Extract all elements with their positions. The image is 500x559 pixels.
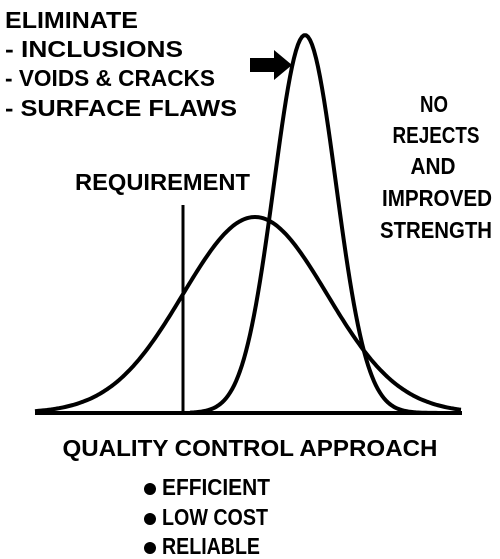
footer-bullet: RELIABLE [162, 533, 260, 559]
bullet [144, 483, 156, 495]
wide-distribution [34, 215, 462, 414]
left-item: - INCLUSIONS [5, 36, 183, 62]
arrow [250, 50, 292, 80]
footer-bullet: LOW COST [162, 504, 268, 530]
left-item: - VOIDS & CRACKS [5, 65, 215, 91]
bullet [144, 513, 156, 525]
left-title: ELIMINATE [5, 7, 138, 33]
bullet [144, 542, 156, 554]
narrow-distribution [189, 33, 440, 415]
footer-bullet: EFFICIENT [162, 474, 270, 500]
right-text: STRENGTH [380, 217, 492, 243]
right-text: REJECTS [393, 122, 480, 148]
footer-title: QUALITY CONTROL APPROACH [63, 435, 438, 461]
right-text: IMPROVED [382, 185, 492, 211]
left-item: - SURFACE FLAWS [5, 95, 237, 121]
requirement-label: REQUIREMENT [75, 169, 250, 195]
right-text: NO [420, 91, 448, 117]
right-text: AND [411, 153, 456, 179]
